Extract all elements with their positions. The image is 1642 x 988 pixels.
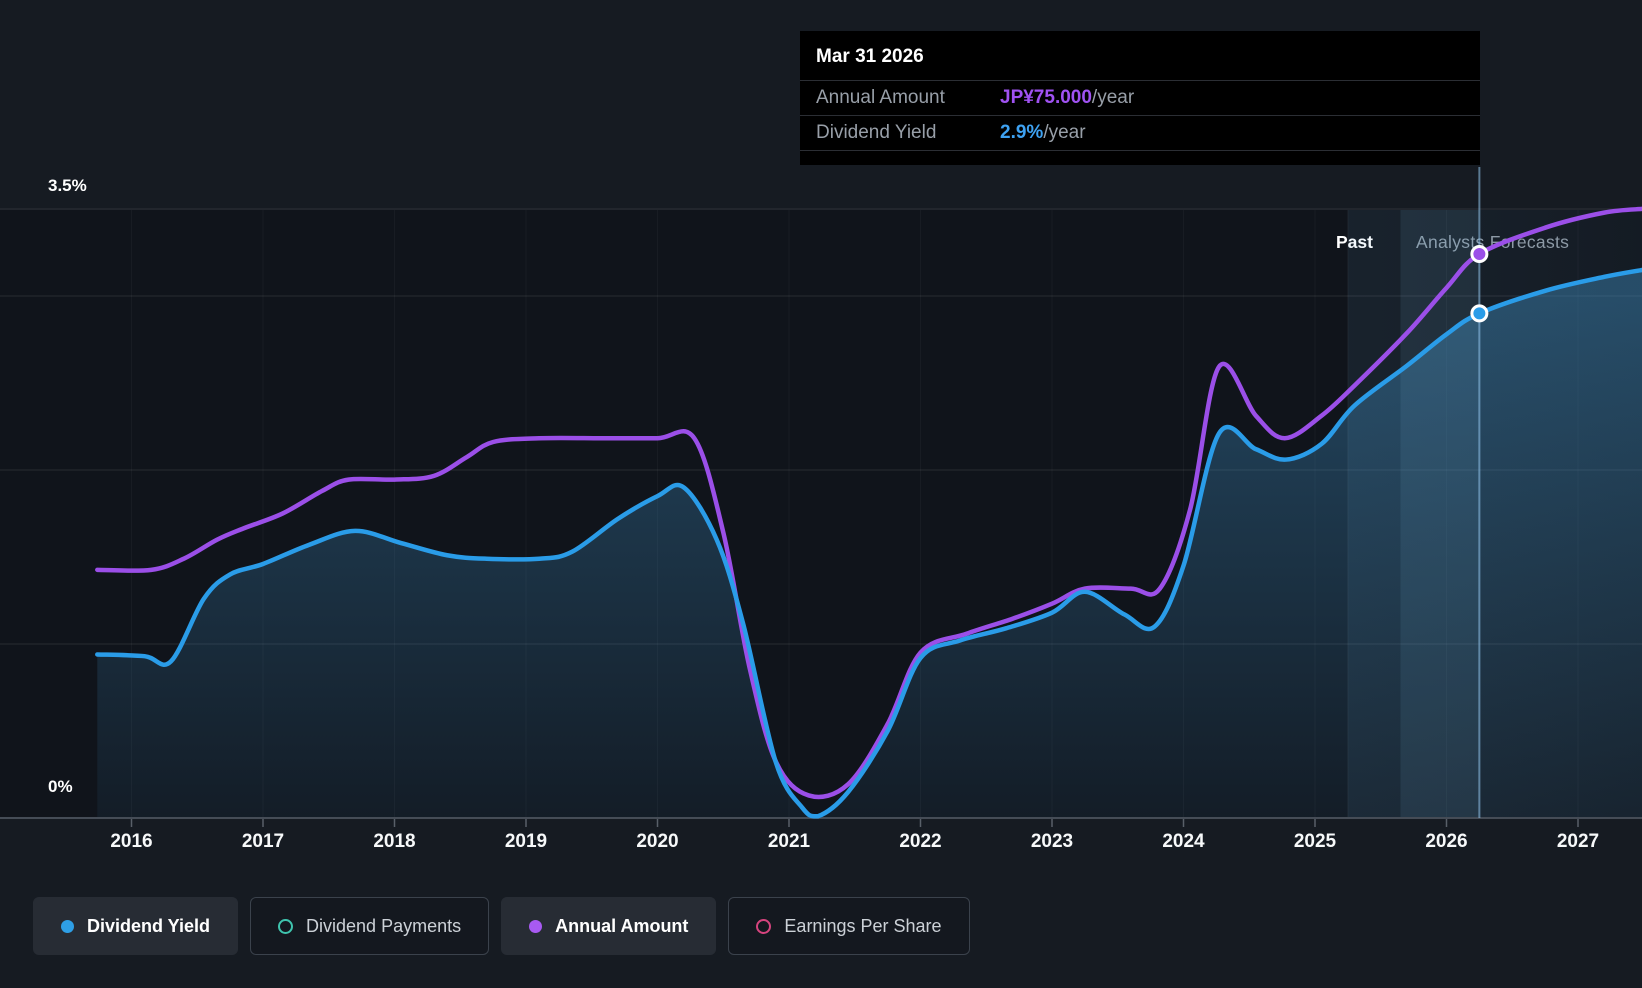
tooltip-annual-amount-value: JP¥75.000 <box>1000 87 1092 108</box>
x-axis-year-label: 2026 <box>1425 831 1468 852</box>
dividend-yield-line <box>95 267 1642 819</box>
dividend-yield-area <box>97 269 1642 818</box>
dividend-payments-series-icon <box>278 918 294 934</box>
hover-highlight-band <box>1400 210 1480 818</box>
x-axis-year-label: 2022 <box>899 831 942 852</box>
tooltip-dividend-yield-label: Dividend Yield <box>816 122 937 143</box>
y-axis-max-label: 3.5% <box>48 176 87 195</box>
legend-label: Annual Amount <box>555 915 689 936</box>
tooltip-annual-amount-label: Annual Amount <box>816 87 945 108</box>
annual-amount-line <box>95 206 1642 800</box>
x-axis-year-label: 2021 <box>767 831 811 852</box>
legend-button-dividend-yield[interactable]: Dividend Yield <box>33 897 239 955</box>
x-axis-year-label: 2025 <box>1293 831 1337 852</box>
tooltip-padding <box>800 151 1480 165</box>
forecast-region-tint <box>1347 210 1642 818</box>
tooltip-date: Mar 31 2026 <box>800 31 1480 81</box>
x-axis-year-label: 2024 <box>1162 831 1205 852</box>
tooltip-dividend-yield-row: Dividend Yield 2.9%/year <box>800 116 1480 151</box>
x-axis-year-label: 2020 <box>636 831 679 852</box>
annual-amount-series-icon <box>529 919 543 933</box>
dividend-yield-series-icon <box>61 919 74 933</box>
x-axis-year-label: 2017 <box>241 831 285 852</box>
legend-button-earnings-per-share[interactable]: Earnings Per Share <box>728 897 970 955</box>
x-axis-year-label: 2019 <box>504 831 548 852</box>
y-axis-min-label: 0% <box>48 777 73 796</box>
legend-label: Dividend Yield <box>87 915 211 936</box>
legend-label: Dividend Payments <box>306 915 462 936</box>
legend-label: Earnings Per Share <box>784 915 942 936</box>
x-axis-year-label: 2018 <box>373 831 416 852</box>
annual-amount-marker <box>1470 245 1489 263</box>
tooltip-annual-amount-suffix: /year <box>1091 87 1135 108</box>
dividend-yield-marker <box>1470 304 1489 323</box>
x-axis-year-label: 2016 <box>110 831 153 852</box>
tooltip: Mar 31 2026 Annual Amount JP¥75.000/year… <box>800 31 1480 165</box>
tooltip-annual-amount-row: Annual Amount JP¥75.000/year <box>800 81 1480 116</box>
legend-button-dividend-payments[interactable]: Dividend Payments <box>250 897 490 955</box>
x-axis-year-label: 2027 <box>1556 831 1600 852</box>
tooltip-dividend-yield-suffix: /year <box>1043 122 1086 143</box>
x-axis-year-label: 2023 <box>1030 831 1074 852</box>
tooltip-dividend-yield-value: 2.9% <box>1000 122 1044 143</box>
chart-legend: Dividend Yield Dividend Payments Annual Am… <box>33 897 970 955</box>
earnings-per-share-series-icon <box>756 918 772 934</box>
legend-button-annual-amount[interactable]: Annual Amount <box>501 897 717 955</box>
